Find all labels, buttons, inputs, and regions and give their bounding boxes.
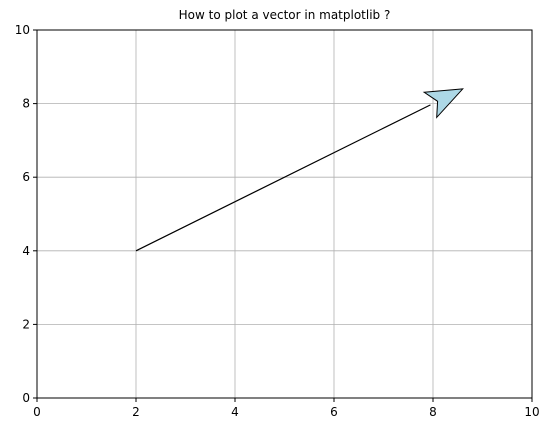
x-tick-label: 10 [524,405,539,419]
y-tick-label: 6 [22,170,30,184]
axes: 0 2 4 6 8 10 0 2 4 6 8 10 [15,23,540,419]
axes-frame [36,29,533,399]
x-tick-label: 8 [429,405,437,419]
vector [135,88,464,252]
y-tick-label: 2 [22,317,30,331]
y-tick-label: 4 [22,244,30,258]
y-tick-label: 0 [22,391,30,405]
x-tick-label: 0 [33,405,41,419]
grid-lines [36,29,533,399]
x-tick-label: 4 [231,405,239,419]
y-tick-label: 10 [15,23,30,37]
y-tick-label: 8 [22,97,30,111]
vector-arrowhead [422,88,464,119]
x-tick-label: 6 [330,405,338,419]
x-tick-label: 2 [132,405,140,419]
chart-title: How to plot a vector in matplotlib ? [179,8,391,22]
vector-shaft [135,104,431,252]
